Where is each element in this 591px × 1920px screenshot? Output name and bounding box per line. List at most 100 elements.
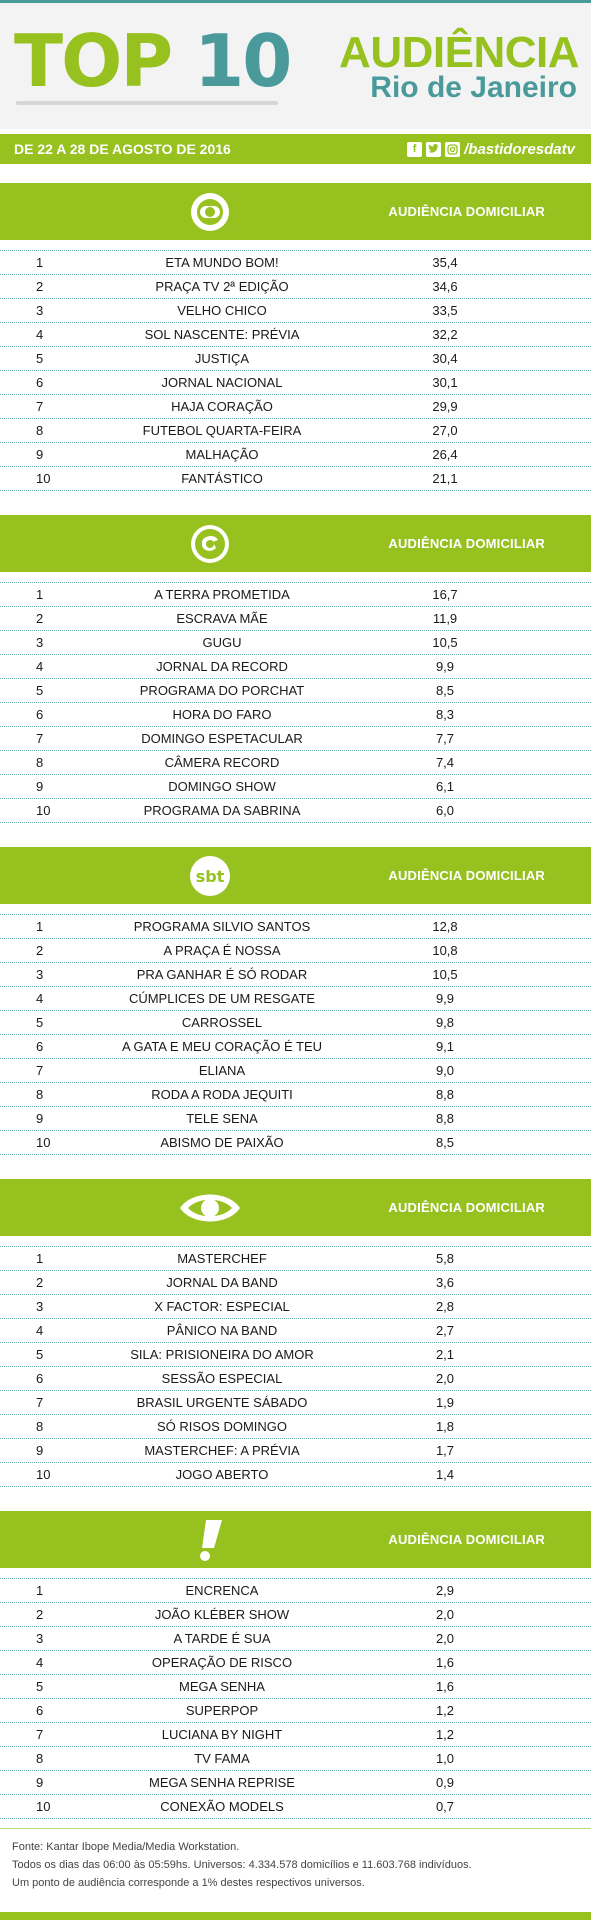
date-range: DE 22 A 28 DE AGOSTO DE 2016: [14, 141, 231, 157]
rank: 1: [36, 919, 44, 934]
rank: 6: [36, 1039, 44, 1054]
section-label: AUDIÊNCIA DOMICILIAR: [388, 1200, 545, 1215]
table-row: 3 VELHO CHICO 33,5: [0, 299, 591, 323]
twitter-icon[interactable]: [426, 141, 442, 157]
table-row: 1 PROGRAMA SILVIO SANTOS 12,8: [0, 915, 591, 939]
rank: 4: [36, 1323, 44, 1338]
social-links: f /bastidoresdatv: [407, 141, 575, 158]
table-row: 9 MEGA SENHA REPRISE 0,9: [0, 1771, 591, 1795]
program-name: PÂNICO NA BAND: [166, 1323, 278, 1338]
program-name: VELHO CHICO: [177, 303, 267, 318]
rank: 2: [36, 279, 44, 294]
program-name: PRA GANHAR É SÓ RODAR: [136, 967, 308, 982]
table-row: 5 SILA: PRISIONEIRA DO AMOR 2,1: [0, 1343, 591, 1367]
program-name: FUTEBOL QUARTA-FEIRA: [142, 423, 302, 438]
program-name: LUCIANA BY NIGHT: [161, 1727, 283, 1742]
audience-value: 5,8: [435, 1251, 455, 1266]
program-name: MASTERCHEF: A PRÉVIA: [144, 1443, 300, 1458]
audience-value: 1,6: [435, 1679, 455, 1694]
table-row: 1 A TERRA PROMETIDA 16,7: [0, 583, 591, 607]
program-name: A GATA E MEU CORAÇÃO É TEU: [121, 1039, 323, 1054]
rank: 8: [36, 1087, 44, 1102]
rank: 8: [36, 423, 44, 438]
rank: 9: [36, 779, 44, 794]
table-row: 9 DOMINGO SHOW 6,1: [0, 775, 591, 799]
audience-value: 9,8: [435, 1015, 455, 1030]
program-name: SESSÃO ESPECIAL: [161, 1371, 283, 1386]
table-row: 2 JOÃO KLÉBER SHOW 2,0: [0, 1603, 591, 1627]
audience-value: 2,8: [435, 1299, 455, 1314]
redetv-logo-icon: [170, 1516, 250, 1564]
program-name: A TERRA PROMETIDA: [154, 587, 290, 602]
top-accent-line: [0, 0, 591, 3]
program-name: TV FAMA: [194, 1751, 250, 1766]
instagram-icon[interactable]: [445, 141, 461, 157]
audience-value: 6,1: [435, 779, 455, 794]
audience-value: 8,8: [435, 1111, 455, 1126]
audience-value: 8,3: [435, 707, 455, 722]
rank: 3: [36, 1631, 44, 1646]
table-row: 7 HAJA CORAÇÃO 29,9: [0, 395, 591, 419]
table-row: 6 HORA DO FARO 8,3: [0, 703, 591, 727]
audience-value: 2,0: [435, 1631, 455, 1646]
footer-notes: Fonte: Kantar Ibope Media/Media Workstat…: [12, 1838, 472, 1892]
program-name: PROGRAMA DO PORCHAT: [139, 683, 305, 698]
program-name: A PRAÇA É NOSSA: [163, 943, 281, 958]
audience-value: 21,1: [432, 471, 458, 486]
rank: 1: [36, 1251, 44, 1266]
program-name: ESCRAVA MÃE: [176, 611, 268, 626]
facebook-icon[interactable]: f: [407, 141, 423, 157]
program-name: ABISMO DE PAIXÃO: [160, 1135, 284, 1150]
audience-value: 1,9: [435, 1395, 455, 1410]
table-row: 7 BRASIL URGENTE SÁBADO 1,9: [0, 1391, 591, 1415]
table-row: 2 A PRAÇA É NOSSA 10,8: [0, 939, 591, 963]
audience-value: 10,5: [432, 635, 458, 650]
audience-value: 9,0: [435, 1063, 455, 1078]
program-name: CÂMERA RECORD: [164, 755, 280, 770]
rank: 5: [36, 351, 44, 366]
audience-value: 12,8: [432, 919, 458, 934]
rank: 1: [36, 1583, 44, 1598]
audience-value: 7,4: [435, 755, 455, 770]
program-name: OPERAÇÃO DE RISCO: [151, 1655, 293, 1670]
audience-value: 10,8: [432, 943, 458, 958]
footer-divider: [0, 1828, 591, 1829]
rank: 3: [36, 303, 44, 318]
social-handle[interactable]: /bastidoresdatv: [464, 140, 575, 158]
table-row: 7 LUCIANA BY NIGHT 1,2: [0, 1723, 591, 1747]
rank: 1: [36, 587, 44, 602]
section-header: AUDIÊNCIA DOMICILIAR: [0, 1179, 591, 1236]
program-name: PROGRAMA DA SABRINA: [143, 803, 301, 818]
rank: 5: [36, 1015, 44, 1030]
program-name: SOL NASCENTE: PRÉVIA: [144, 327, 300, 342]
table-row: 3 A TARDE É SUA 2,0: [0, 1627, 591, 1651]
rank: 6: [36, 1371, 44, 1386]
program-name: ELIANA: [198, 1063, 246, 1078]
program-name: CONEXÃO MODELS: [160, 1799, 284, 1814]
program-name: BRASIL URGENTE SÁBADO: [136, 1395, 308, 1410]
rank: 5: [36, 1679, 44, 1694]
table-row: 4 SOL NASCENTE: PRÉVIA 32,2: [0, 323, 591, 347]
table-row: 3 GUGU 10,5: [0, 631, 591, 655]
table-row: 3 X FACTOR: ESPECIAL 2,8: [0, 1295, 591, 1319]
table-row: 4 PÂNICO NA BAND 2,7: [0, 1319, 591, 1343]
table-row: 10 JOGO ABERTO 1,4: [0, 1463, 591, 1487]
sbt-logo-text: sbt: [196, 867, 225, 886]
date-bar: DE 22 A 28 DE AGOSTO DE 2016 f /bastidor…: [0, 134, 591, 164]
ranking-list: 1 MASTERCHEF 5,8 2 JORNAL DA BAND 3,6 3 X FAC…: [0, 1246, 591, 1487]
section-label: AUDIÊNCIA DOMICILIAR: [388, 1532, 545, 1547]
audience-value: 1,7: [435, 1443, 455, 1458]
rank: 3: [36, 967, 44, 982]
program-name: SUPERPOP: [185, 1703, 259, 1718]
rank: 8: [36, 755, 44, 770]
band-logo-icon: [170, 1184, 250, 1232]
rank: 8: [36, 1751, 44, 1766]
table-row: 10 ABISMO DE PAIXÃO 8,5: [0, 1131, 591, 1155]
audience-value: 1,8: [435, 1419, 455, 1434]
program-name: FANTÁSTICO: [181, 471, 263, 486]
ranking-section-globo: AUDIÊNCIA DOMICILIAR 1 ETA MUNDO BOM! 35,4…: [0, 183, 591, 491]
audience-value: 1,4: [435, 1467, 455, 1482]
ranking-section-sbt: sbt AUDIÊNCIA DOMICILIAR 1 PROGRAMA SILVI…: [0, 847, 591, 1155]
